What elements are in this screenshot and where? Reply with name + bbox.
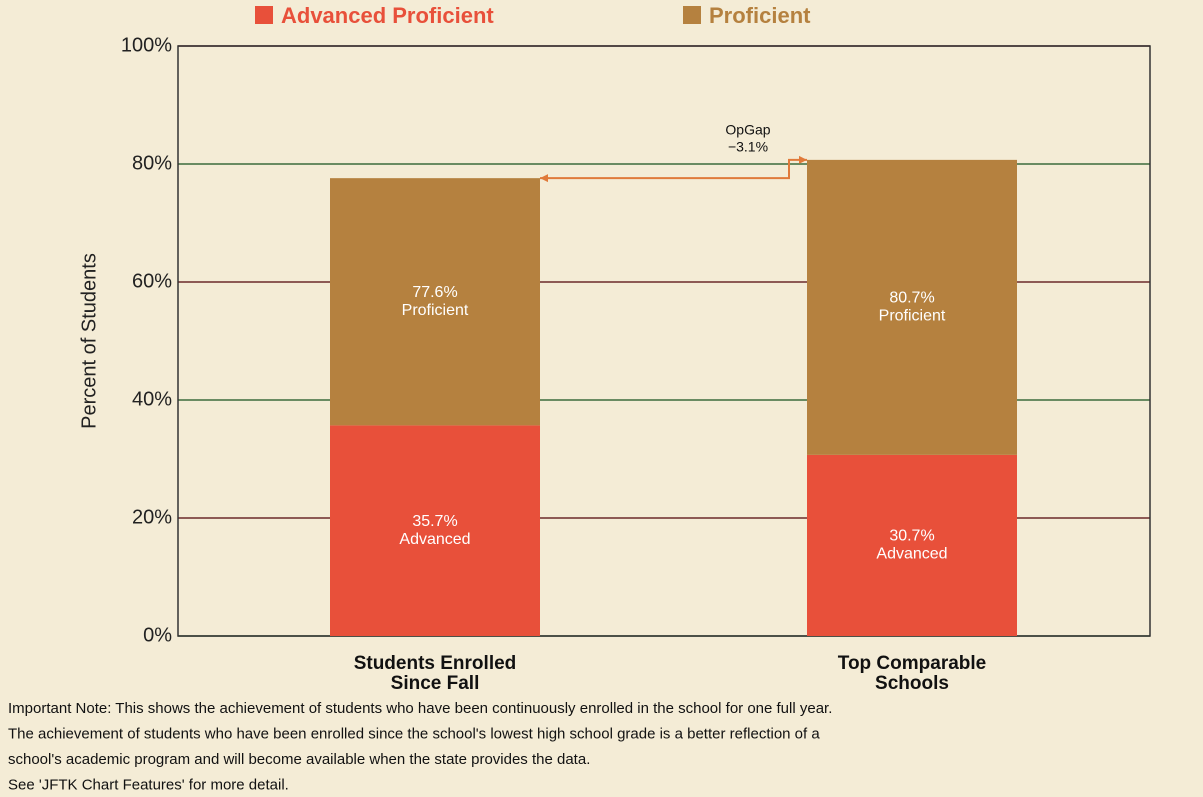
note-line: See 'JFTK Chart Features' for more detai…	[8, 776, 289, 793]
x-tick-label: Schools	[875, 673, 949, 694]
y-tick-label: 80%	[132, 152, 172, 174]
data-label-name: Proficient	[879, 308, 946, 325]
legend-label: Proficient	[709, 3, 811, 28]
note-line: The achievement of students who have bee…	[8, 725, 820, 742]
y-tick-label: 20%	[132, 506, 172, 528]
note-line: school's academic program and will becom…	[8, 751, 590, 768]
legend-label: Advanced Proficient	[281, 3, 494, 28]
bar-segment	[807, 159, 1017, 455]
y-tick-label: 0%	[143, 624, 172, 646]
y-tick-label: 40%	[132, 388, 172, 410]
gap-title: OpGap	[725, 122, 770, 138]
x-tick-label: Top Comparable	[838, 653, 987, 674]
y-tick-label: 60%	[132, 270, 172, 292]
bar-segment	[807, 454, 1017, 636]
gap-value: −3.1%	[728, 139, 768, 155]
bar-segment	[330, 178, 540, 426]
total-label: 77.6%	[412, 284, 457, 301]
legend-swatch	[255, 6, 273, 24]
bar-segment	[330, 425, 540, 636]
x-tick-label: Students Enrolled	[354, 653, 517, 674]
y-axis-label: Percent of Students	[78, 253, 100, 429]
gap-connector	[540, 158, 807, 180]
total-label: 80.7%	[889, 290, 934, 307]
data-label-name: Advanced	[399, 531, 470, 548]
x-tick-label: Since Fall	[391, 673, 480, 694]
legend-swatch	[683, 6, 701, 24]
plot-frame	[177, 45, 1151, 637]
data-label: 30.7%	[889, 528, 934, 545]
note-line: Important Note: This shows the achieveme…	[8, 700, 832, 717]
data-label: 35.7%	[412, 513, 457, 530]
data-label-name: Proficient	[402, 302, 469, 319]
y-tick-label: 100%	[121, 34, 172, 56]
data-label-name: Advanced	[876, 546, 947, 563]
